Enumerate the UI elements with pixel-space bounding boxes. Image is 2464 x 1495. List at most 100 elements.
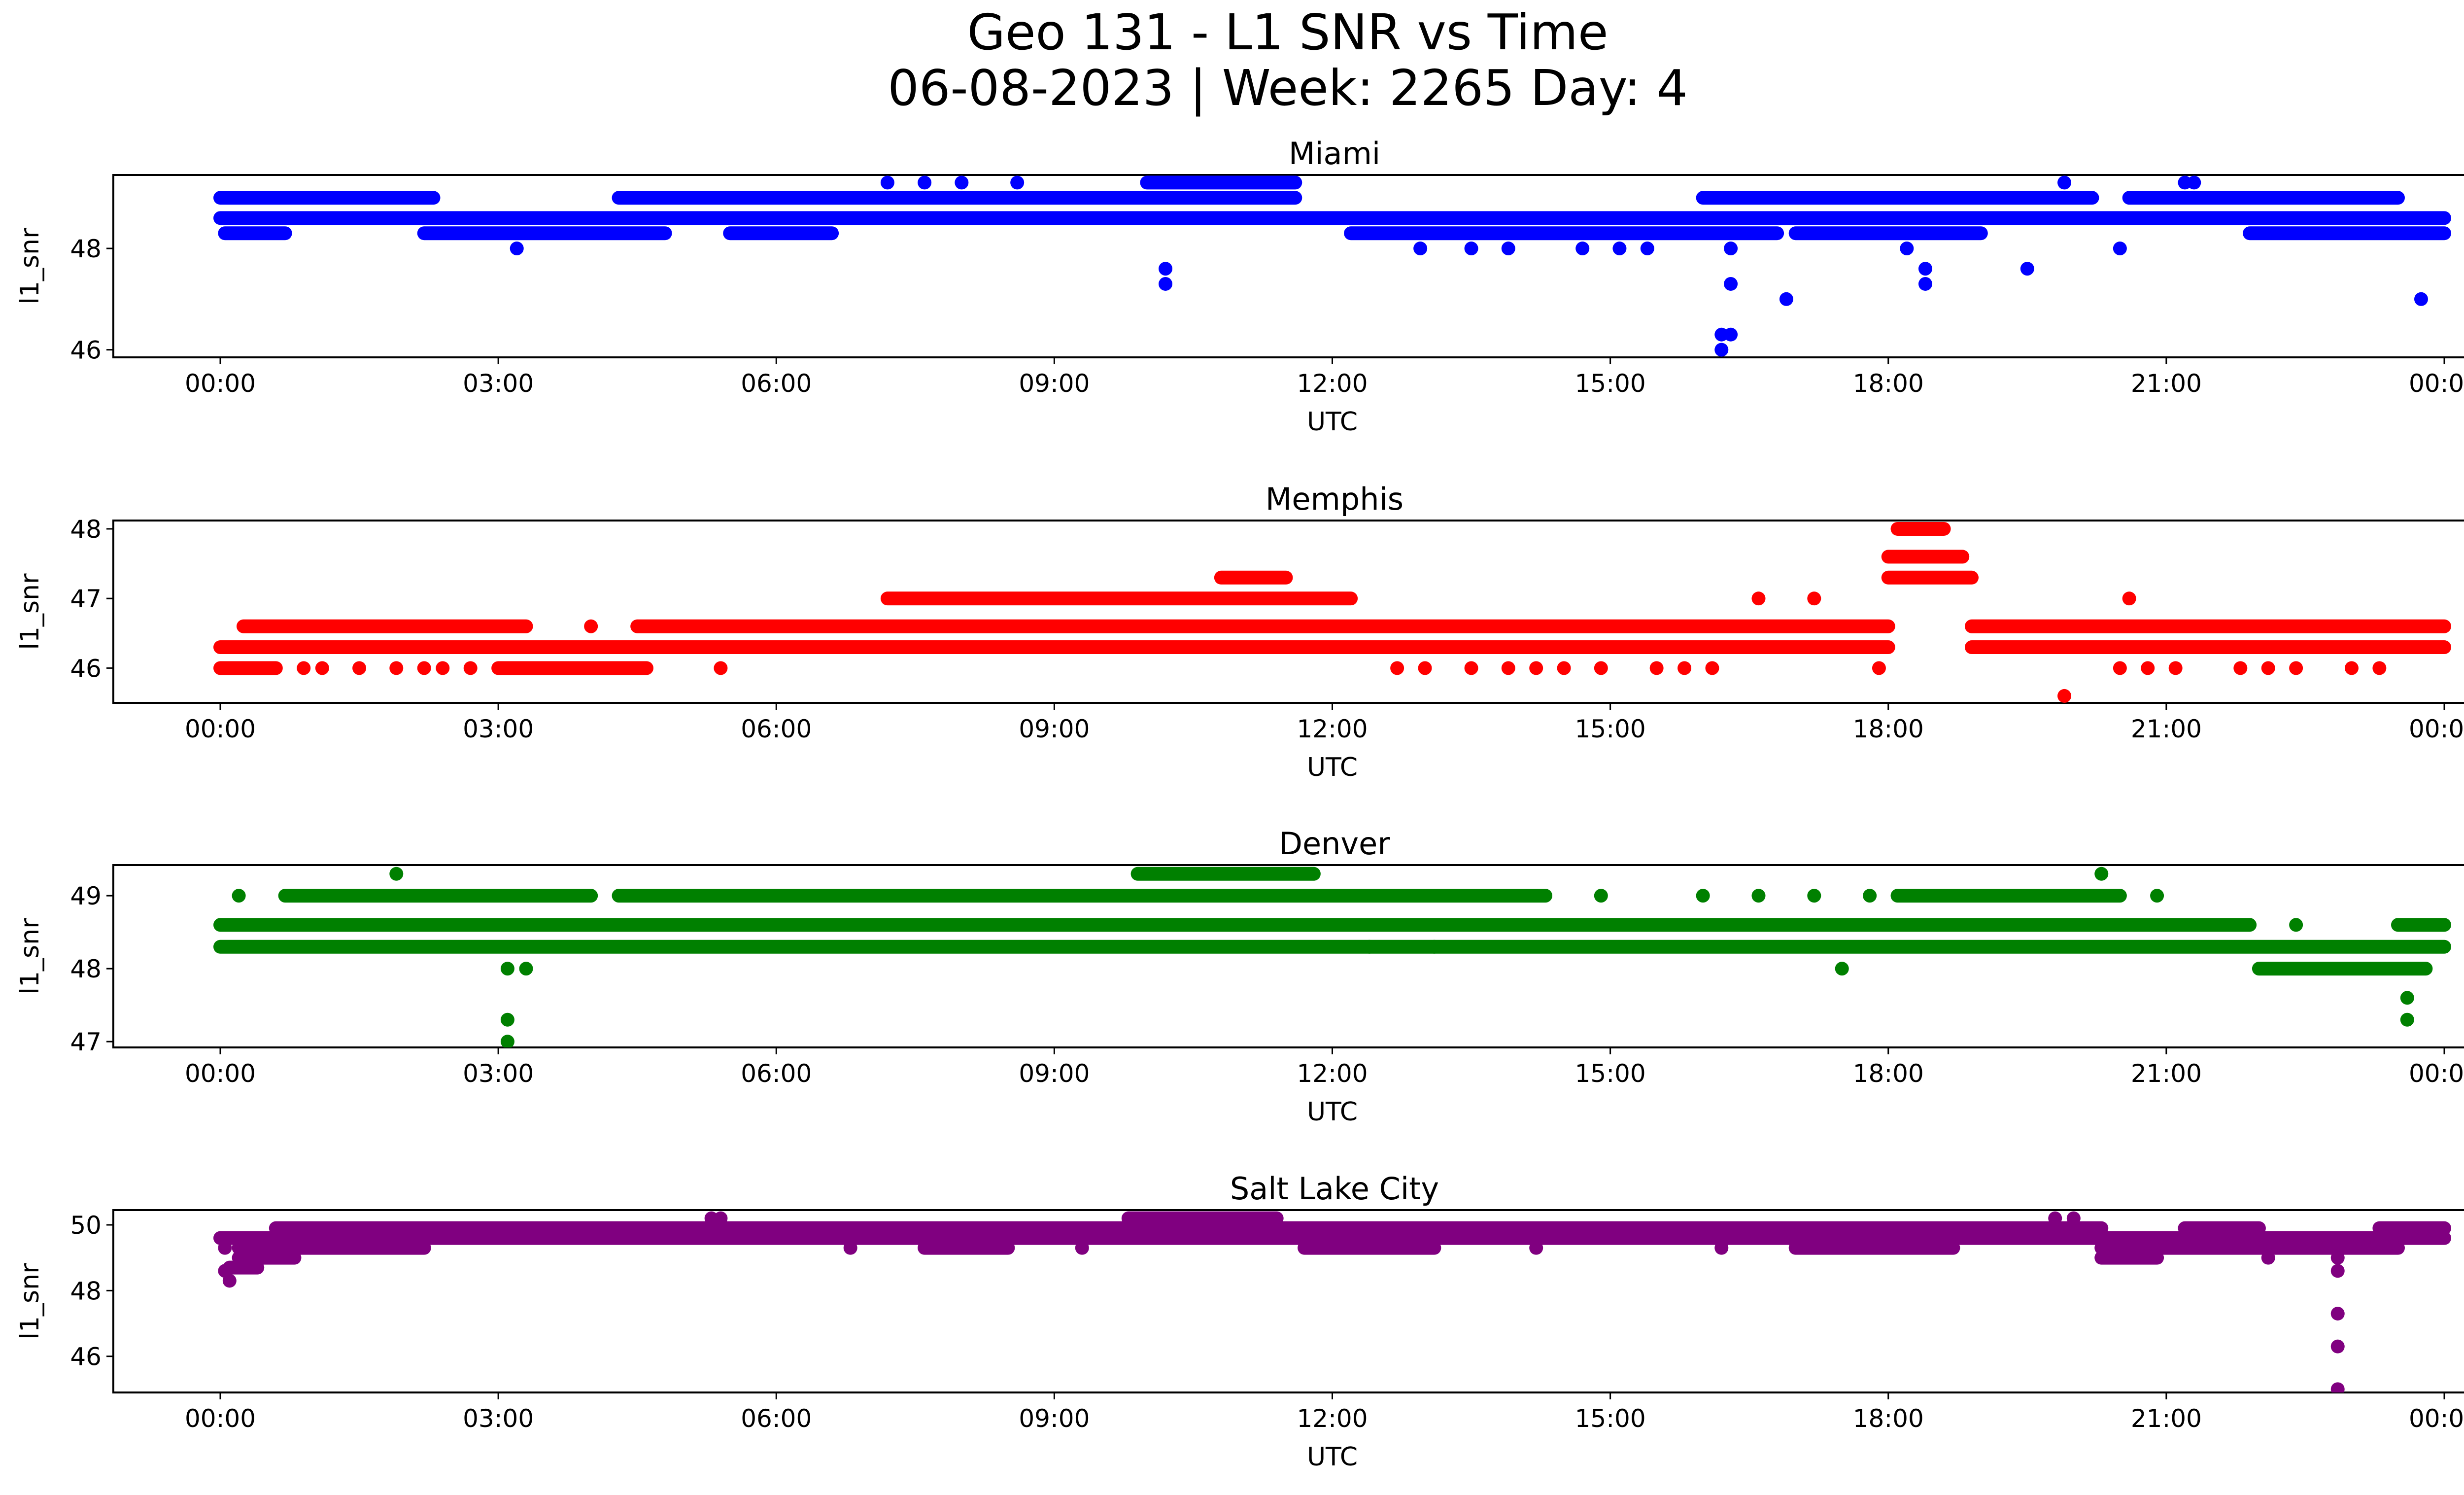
- data-point: [2066, 1211, 2081, 1225]
- x-tick-label: 09:00: [1019, 1404, 1090, 1433]
- y-tick-label: 46: [70, 654, 102, 683]
- x-tick-label: 00:00: [185, 1404, 256, 1433]
- x-tick-label: 00:00: [2409, 369, 2464, 398]
- subplot-title: Salt Lake City: [1230, 1171, 1439, 1207]
- data-point: [1872, 661, 1886, 675]
- data-point: [2141, 661, 2155, 675]
- data-point: [1418, 661, 1432, 675]
- y-tick-label: 46: [70, 1343, 102, 1371]
- x-tick-label: 03:00: [463, 369, 534, 398]
- data-point: [352, 661, 367, 675]
- data-point: [2113, 661, 2127, 675]
- x-tick-label: 09:00: [1019, 715, 1090, 743]
- data-point: [1159, 262, 1173, 276]
- data-point: [417, 661, 431, 675]
- data-point: [1464, 661, 1478, 675]
- data-point: [1427, 939, 1441, 954]
- data-point: [2020, 262, 2034, 276]
- data-point: [2261, 1251, 2275, 1265]
- x-tick-label: 00:00: [2409, 1059, 2464, 1088]
- data-point: [2400, 991, 2414, 1005]
- x-tick-label: 03:00: [463, 1059, 534, 1088]
- data-point: [1807, 889, 1821, 903]
- y-tick-label: 50: [70, 1211, 102, 1240]
- x-axis-label: UTC: [1307, 753, 1358, 782]
- data-point: [1724, 277, 1738, 291]
- data-point: [1575, 242, 1590, 256]
- data-point: [1529, 661, 1543, 675]
- data-point: [218, 1241, 232, 1255]
- data-point: [1714, 343, 1729, 357]
- data-point: [2289, 661, 2303, 675]
- data-point: [918, 175, 932, 190]
- x-axis-label: UTC: [1307, 407, 1358, 437]
- x-tick-label: 09:00: [1019, 1059, 1090, 1088]
- subplot-salt-lake-city: Salt Lake City 00:00 03:00 06:00 09:00 12:00 1…: [15, 1171, 2464, 1472]
- data-point: [1557, 661, 1571, 675]
- x-tick-label: 21:00: [2131, 369, 2202, 398]
- data-point: [1390, 661, 1404, 675]
- data-point: [436, 661, 450, 675]
- data-point: [2094, 867, 2109, 881]
- data-point: [2330, 1382, 2345, 1392]
- data-point: [1807, 591, 1821, 606]
- data-points: [213, 522, 2451, 703]
- data-point: [519, 962, 533, 976]
- data-point: [2261, 661, 2275, 675]
- y-tick-label: 47: [70, 1028, 102, 1056]
- data-point: [2233, 661, 2248, 675]
- y-axis-label: l1_snr: [15, 573, 45, 650]
- data-point: [1413, 242, 1428, 256]
- data-point: [1835, 962, 1849, 976]
- x-tick-label: 09:00: [1019, 369, 1090, 398]
- subplots: Miami 00:00 03:00 06:00 09:00 12:00 15:00 18:00…: [15, 136, 2464, 1472]
- data-point: [315, 661, 329, 675]
- x-tick-label: 15:00: [1575, 1059, 1646, 1088]
- data-point: [1705, 661, 1719, 675]
- x-tick-label: 00:00: [2409, 715, 2464, 743]
- data-point: [2113, 242, 2127, 256]
- data-point: [2150, 889, 2164, 903]
- data-point: [1640, 242, 1654, 256]
- y-tick-label: 48: [70, 235, 102, 263]
- axes-frame: [112, 1209, 2464, 1393]
- data-point: [1612, 242, 1627, 256]
- x-tick-label: 21:00: [2131, 1404, 2202, 1433]
- data-point: [2048, 1211, 2062, 1225]
- x-tick-label: 18:00: [1853, 369, 1924, 398]
- data-point: [463, 661, 478, 675]
- y-tick-label: 49: [70, 882, 102, 910]
- data-point: [232, 889, 246, 903]
- subplot-title: Denver: [1279, 826, 1390, 862]
- data-point: [843, 1241, 857, 1255]
- data-point: [1724, 242, 1738, 256]
- data-point: [2187, 175, 2201, 190]
- subplot-title: Memphis: [1266, 481, 1403, 517]
- data-point: [1529, 1241, 1543, 1255]
- y-tick-label: 48: [70, 955, 102, 983]
- x-tick-label: 15:00: [1575, 1404, 1646, 1433]
- x-tick-label: 18:00: [1853, 1404, 1924, 1433]
- y-tick-label: 47: [70, 585, 102, 613]
- x-tick-label: 18:00: [1853, 715, 1924, 743]
- y-axis-label: l1_snr: [15, 918, 45, 995]
- data-point: [880, 175, 894, 190]
- y-axis-label: l1_snr: [15, 228, 45, 305]
- subplot-title: Miami: [1289, 136, 1380, 172]
- x-tick-label: 03:00: [463, 1404, 534, 1433]
- data-point: [1677, 661, 1692, 675]
- data-point: [1863, 889, 1877, 903]
- subplot-denver: Denver 00:00 03:00 06:00 09:00 12:00 15:00 18:0…: [15, 826, 2464, 1127]
- axes-frame: [112, 520, 2464, 704]
- x-tick-label: 06:00: [741, 715, 812, 743]
- figure-title-line2: 06-08-2023 | Week: 2265 Day: 4: [888, 59, 1687, 117]
- figure-title-line1: Geo 131 - L1 SNR vs Time: [967, 3, 1608, 61]
- data-point: [2400, 1012, 2414, 1027]
- axes-frame: [112, 174, 2464, 358]
- data-point: [1900, 242, 1914, 256]
- data-point: [1696, 889, 1710, 903]
- data-point: [2057, 689, 2072, 703]
- data-point: [500, 962, 514, 976]
- data-point: [2372, 661, 2387, 675]
